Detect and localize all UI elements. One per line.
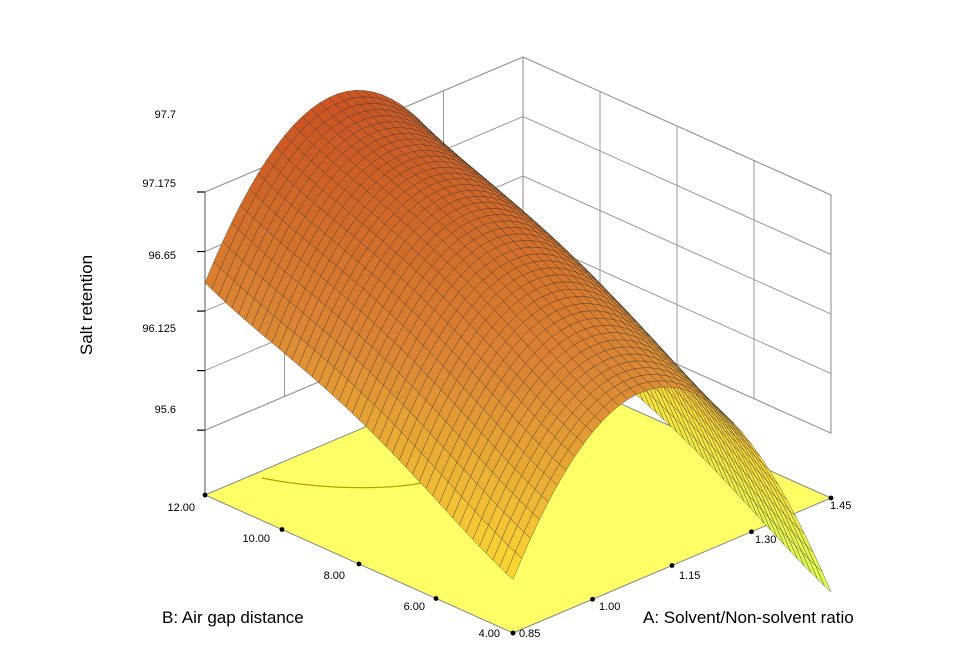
x-tick-mark — [510, 630, 516, 636]
y-tick-label: 12.00 — [167, 502, 195, 514]
y-tick-label: 4.00 — [479, 628, 500, 640]
z-axis-title: Salt retention — [77, 255, 96, 355]
x-tick-mark — [749, 529, 754, 535]
y-tick-mark — [279, 527, 285, 532]
x-tick-mark — [669, 563, 675, 568]
z-tick-label: 95.6 — [155, 404, 176, 416]
y-tick-mark — [433, 596, 439, 601]
x-tick-label: 0.85 — [519, 628, 540, 640]
z-tick-label: 97.7 — [155, 109, 176, 121]
surface-cell — [506, 551, 523, 580]
x-tick-label: 1.00 — [599, 601, 620, 613]
response-surface — [204, 90, 832, 593]
y-tick-mark — [202, 492, 208, 498]
z-tick-label: 96.125 — [142, 323, 176, 335]
x-tick-label: 1.15 — [679, 570, 700, 582]
z-tick-label: 96.65 — [148, 250, 176, 262]
y-tick-mark — [356, 561, 362, 567]
y-axis-title: B: Air gap distance — [162, 608, 304, 627]
y-tick-label: 6.00 — [404, 601, 425, 613]
x-tick-mark — [590, 596, 595, 602]
y-tick-label: 8.00 — [324, 570, 345, 582]
z-tick-label: 97.175 — [142, 178, 176, 190]
y-tick-label: 10.00 — [242, 533, 270, 545]
x-axis-title: A: Solvent/Non-solvent ratio — [643, 608, 854, 627]
tick-marks — [197, 191, 834, 636]
x-tick-label: 1.30 — [755, 534, 776, 546]
x-tick-label: 1.45 — [830, 500, 851, 512]
x-tick-mark — [828, 495, 834, 501]
